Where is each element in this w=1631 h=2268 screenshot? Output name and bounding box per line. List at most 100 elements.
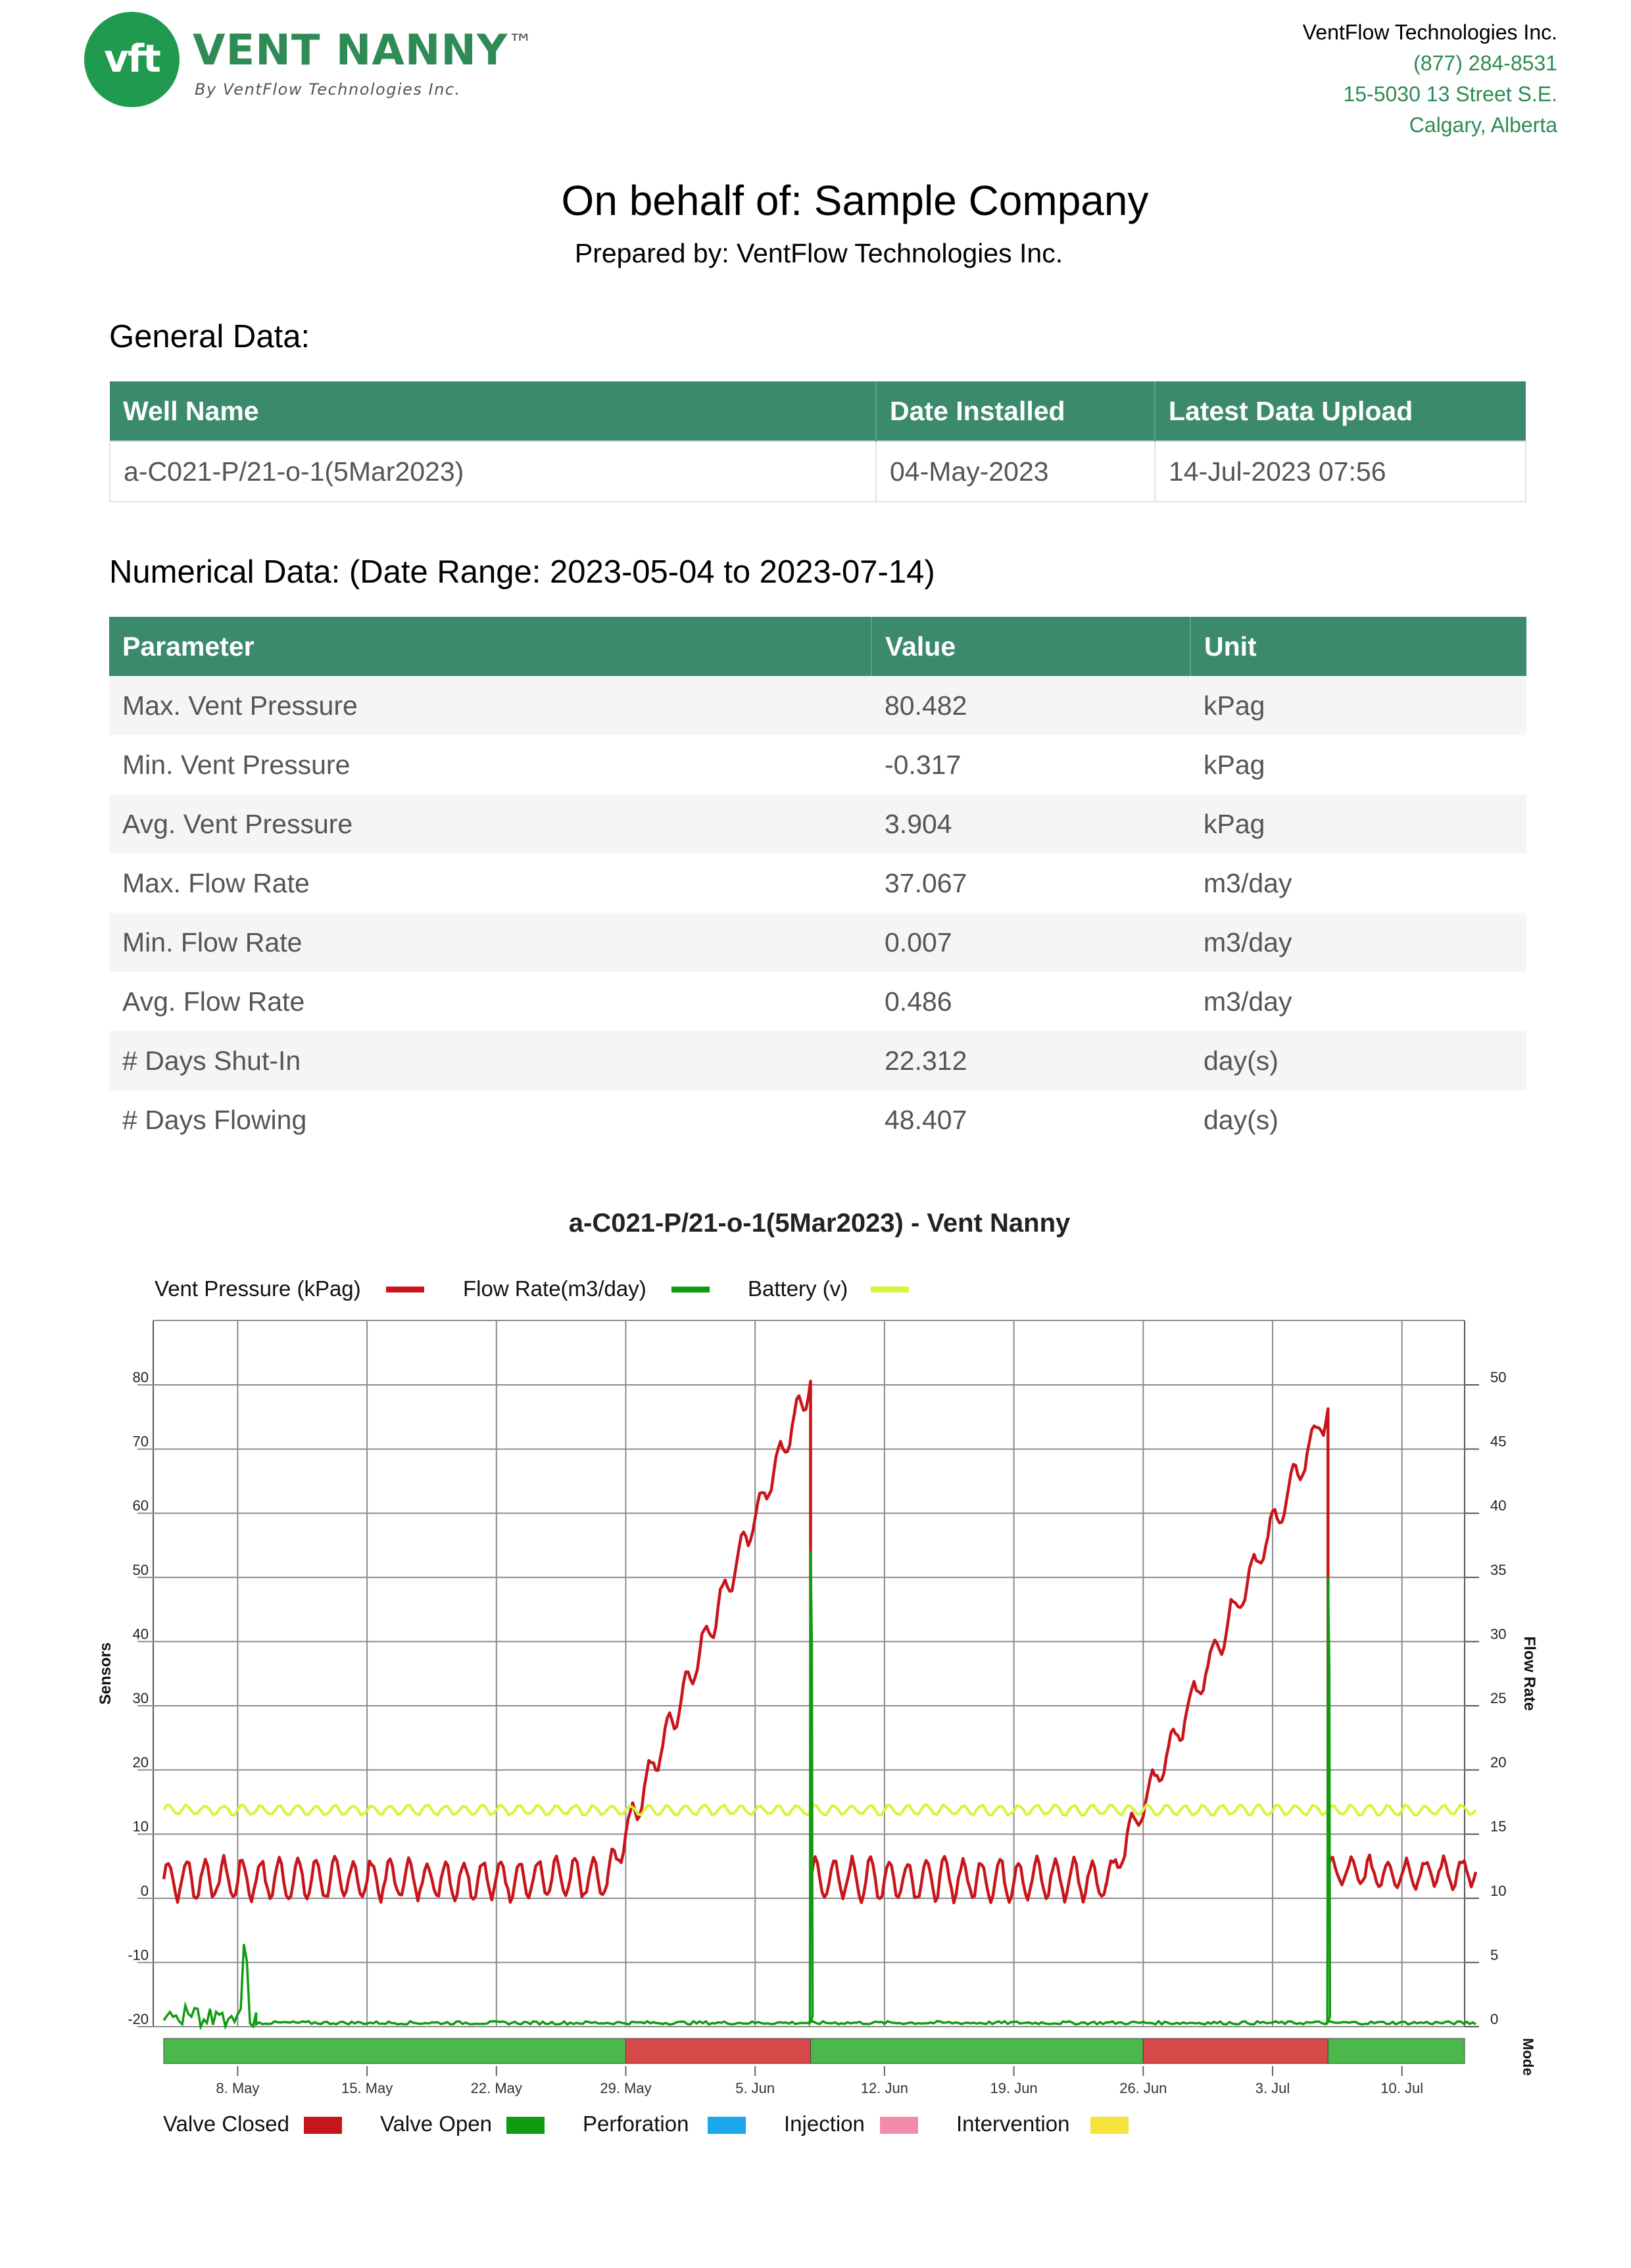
y2-tick-label: 5 (1490, 1946, 1498, 1963)
logo-tagline: By VentFlow Technologies Inc. (195, 80, 461, 99)
table-header-row: Well Name Date Installed Latest Data Upl… (110, 381, 1526, 441)
x-tick-label: 15. May (341, 2080, 393, 2096)
flow-rate-line (162, 1551, 1476, 2031)
vent-pressure-line (162, 1380, 1478, 1905)
x-tick-label: 29. May (600, 2080, 651, 2096)
mode-legend-swatch (1090, 2117, 1129, 2134)
x-tick-label: 10. Jul (1380, 2080, 1423, 2096)
y2-tick-label: 10 (1490, 1883, 1506, 1899)
mode-legend-swatch (708, 2117, 746, 2134)
x-tick-label: 8. May (216, 2080, 259, 2096)
mode-legend-label: Injection (784, 2111, 865, 2136)
y2-tick-label: 45 (1490, 1434, 1506, 1450)
company-city: Calgary, Alberta (1409, 113, 1557, 137)
x-tick-label: 19. Jun (990, 2080, 1038, 2096)
unit-cell: day(s) (1190, 1031, 1526, 1090)
well-name-cell: a-C021-P/21-o-1(5Mar2023) (109, 441, 877, 502)
y-tick-label: -20 (128, 2011, 149, 2027)
report-title: On behalf of: Sample Company (561, 177, 1149, 224)
column-header: Latest Data Upload (1155, 381, 1526, 441)
trademark-symbol: ™ (508, 29, 534, 58)
y2-tick-label: 25 (1490, 1690, 1506, 1706)
unit-cell: kPag (1204, 749, 1265, 780)
y-tick-label: 10 (133, 1818, 149, 1835)
x-tick-label: 3. Jul (1255, 2080, 1290, 2096)
unit-cell: kPag (1190, 794, 1526, 854)
value-cell: 22.312 (871, 1031, 1190, 1090)
company-address: 15-5030 13 Street S.E. (1343, 82, 1557, 106)
parameter-cell: Max. Vent Pressure (109, 676, 871, 735)
unit-cell: day(s) (1204, 1104, 1278, 1135)
table-row: Avg. Vent Pressure 3.904 kPag (109, 794, 1526, 854)
company-phone: (877) 284-8531 (1413, 51, 1557, 75)
y2-tick-label: 40 (1490, 1497, 1506, 1514)
mode-legend-label: Valve Closed (163, 2111, 289, 2136)
table-row: # Days Shut-In 22.312 day(s) (109, 1031, 1526, 1090)
y-tick-label: 40 (133, 1626, 149, 1642)
mode-legend-label: Intervention (956, 2111, 1069, 2136)
mode-legend-label: Valve Open (380, 2111, 492, 2136)
y-tick-label: 70 (133, 1434, 149, 1450)
legend-label: Battery (v) (748, 1276, 848, 1301)
y2-tick-label: 50 (1490, 1369, 1506, 1386)
y-tick-label: 20 (133, 1754, 149, 1771)
table-row: a-C021-P/21-o-1(5Mar2023) 04-May-2023 14… (109, 441, 1526, 502)
y-tick-label: 50 (133, 1562, 149, 1578)
y2-tick-label: 30 (1490, 1626, 1506, 1642)
logo-name-text: VENT NANNY (193, 26, 508, 75)
value-cell: 37.067 (885, 867, 967, 898)
parameter-cell: # Days Shut-In (109, 1031, 871, 1090)
parameter-cell: Avg. Vent Pressure (109, 794, 871, 854)
mode-bar-segment (163, 2038, 626, 2064)
y2-tick-label: 20 (1490, 1754, 1506, 1771)
table-header-row: Parameter Value Unit (109, 617, 1526, 676)
x-tick-label: 12. Jun (861, 2080, 908, 2096)
column-header: Date Installed (876, 381, 1156, 441)
date-installed-cell: 04-May-2023 (875, 441, 1156, 502)
y-tick-label: 0 (141, 1883, 149, 1899)
general-data-table: Well Name Date Installed Latest Data Upl… (109, 381, 1526, 502)
table-row: Avg. Flow Rate 0.486 m3/day (109, 972, 1526, 1031)
unit-cell: m3/day (1190, 913, 1526, 972)
battery-line (162, 1803, 1477, 1817)
mode-axis-title: Mode (1520, 2038, 1536, 2075)
chart-title: a-C021-P/21-o-1(5Mar2023) - Vent Nanny (568, 1209, 1071, 1238)
parameter-cell: Avg. Flow Rate (122, 986, 305, 1017)
mode-legend-swatch (506, 2117, 545, 2134)
parameter-cell: # Days Flowing (122, 1104, 307, 1135)
table-row: Min. Flow Rate 0.007 m3/day (109, 913, 1526, 972)
logo-mark: vft (84, 12, 180, 107)
table-row: Max. Vent Pressure 80.482 kPag (109, 676, 1526, 735)
unit-cell: kPag (1190, 676, 1526, 735)
y-tick-label: 60 (133, 1497, 149, 1514)
parameter-cell: Min. Flow Rate (109, 913, 871, 972)
y-tick-label: 80 (133, 1369, 149, 1386)
vent-nanny-logo: vft VENT NANNY™ By VentFlow Technologies… (84, 12, 533, 110)
value-cell: -0.317 (885, 749, 962, 780)
latest-upload-cell: 14-Jul-2023 07:56 (1154, 441, 1526, 502)
y2-tick-label: 0 (1490, 2011, 1498, 2027)
column-header: Well Name (110, 381, 877, 441)
mode-legend-label: Perforation (583, 2111, 689, 2136)
mode-bar-segment (1327, 2038, 1465, 2064)
column-header: Parameter (109, 617, 872, 676)
value-cell: 0.007 (871, 913, 1190, 972)
x-tick-label: 5. Jun (735, 2080, 775, 2096)
y-axis-title: Sensors (97, 1643, 114, 1705)
company-name: VentFlow Technologies Inc. (1302, 20, 1557, 44)
parameter-cell: Min. Vent Pressure (122, 749, 351, 780)
table-row: Max. Flow Rate 37.067 m3/day (109, 854, 1526, 913)
general-data-heading: General Data: (109, 319, 310, 354)
column-header: Unit (1190, 617, 1526, 676)
numerical-data-heading: Numerical Data: (Date Range: 2023-05-04 … (109, 554, 935, 590)
unit-cell: m3/day (1204, 986, 1292, 1017)
parameter-cell: Max. Flow Rate (122, 867, 310, 898)
y2-axis-title: Flow Rate (1521, 1636, 1538, 1710)
table-row: Min. Vent Pressure -0.317 kPag (109, 735, 1526, 794)
value-cell: 80.482 (871, 676, 1190, 735)
report-subtitle: Prepared by: VentFlow Technologies Inc. (574, 238, 1063, 268)
mode-bar-segment (625, 2038, 811, 2064)
numerical-data-table: Parameter Value Unit Max. Vent Pressure 8… (109, 617, 1526, 1149)
column-header: Value (871, 617, 1191, 676)
